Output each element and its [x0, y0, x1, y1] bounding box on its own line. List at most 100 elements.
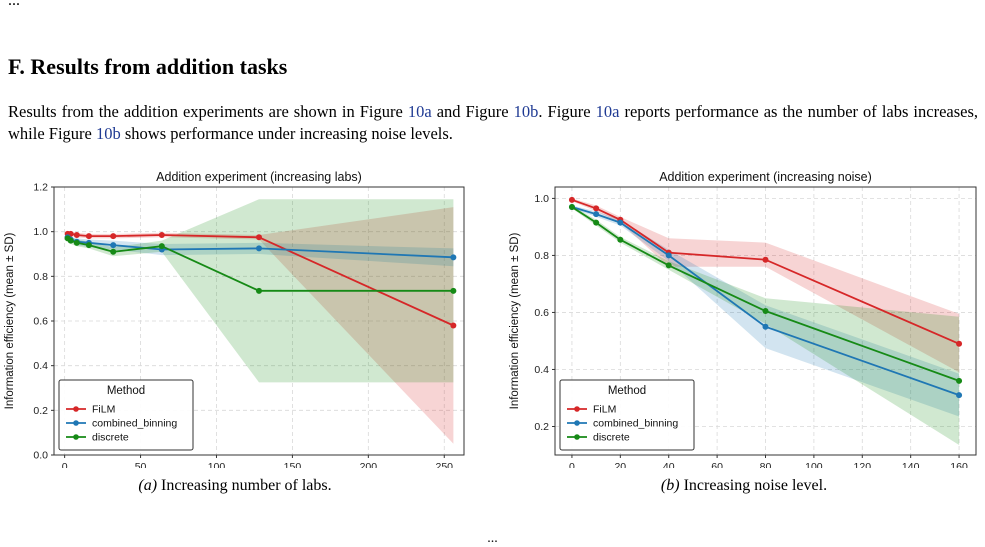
data-point-film — [450, 322, 457, 329]
data-point-film — [956, 340, 963, 347]
figure-ref-10b[interactable]: 10b — [513, 102, 539, 121]
x-tick-label: 50 — [135, 461, 147, 468]
legend-title: Method — [608, 385, 646, 397]
intro-text-4: reports performance as the number of lab… — [8, 102, 979, 143]
section-title: F. Results from addition tasks — [8, 54, 288, 79]
y-axis-label: Information efficiency (mean ± SD) — [509, 232, 521, 409]
x-tick-label: 160 — [950, 461, 968, 468]
figure-ref-10a[interactable]: 10a — [407, 102, 432, 121]
x-tick-label: 40 — [663, 461, 675, 468]
y-tick-label: 1.0 — [33, 226, 48, 238]
x-tick-label: 250 — [435, 461, 453, 468]
legend-box — [559, 379, 695, 451]
legend-label-film: FiLM — [593, 404, 616, 416]
data-point-discrete — [568, 203, 575, 210]
y-axis-label: Information efficiency (mean ± SD) — [4, 232, 16, 409]
sd-band-film — [571, 198, 960, 373]
caption-b-text: Increasing noise level. — [679, 477, 828, 494]
y-tick-label: 0.2 — [33, 405, 48, 417]
series-line-film — [571, 198, 960, 345]
y-tick-label: 0.2 — [534, 421, 549, 433]
legend-box — [58, 379, 194, 451]
y-tick-label: 0.8 — [534, 250, 549, 262]
y-tick-label: 1.0 — [534, 193, 549, 205]
legend-marker-discrete — [73, 434, 79, 440]
data-point-combined-binning — [956, 392, 963, 399]
data-point-combined-binning — [617, 219, 624, 226]
data-point-discrete — [67, 237, 74, 244]
data-point-film — [158, 232, 165, 239]
data-point-film — [762, 256, 769, 263]
data-point-combined-binning — [665, 252, 672, 259]
data-point-discrete — [665, 262, 672, 269]
x-tick-label: 100 — [208, 461, 226, 468]
x-tick-label: 100 — [805, 461, 823, 468]
x-tick-label: 140 — [902, 461, 920, 468]
data-point-discrete — [617, 236, 624, 243]
legend-marker-combined-binning — [574, 420, 580, 426]
data-point-discrete — [956, 377, 963, 384]
y-tick-label: 0.4 — [33, 360, 48, 372]
intro-text-3: . Figure — [538, 102, 596, 121]
x-tick-label: 0 — [569, 461, 575, 468]
intro-text-5: shows performance under increasing noise… — [120, 124, 453, 143]
x-tick-label: 0 — [62, 461, 68, 468]
data-point-film — [73, 232, 80, 239]
data-point-discrete — [158, 243, 165, 250]
data-point-discrete — [450, 287, 457, 294]
data-point-discrete — [593, 219, 600, 226]
data-point-discrete — [73, 239, 80, 246]
data-point-discrete — [762, 308, 769, 315]
legend-title: Method — [107, 385, 145, 397]
y-tick-label: 0.0 — [33, 450, 48, 462]
legend-label-film: FiLM — [92, 404, 115, 416]
data-point-combined-binning — [110, 242, 117, 249]
figure-ref-10b-second[interactable]: 10b — [96, 124, 121, 143]
x-tick-label: 150 — [284, 461, 302, 468]
data-point-film — [85, 233, 92, 240]
data-point-film — [593, 205, 600, 212]
legend-marker-film — [73, 406, 79, 412]
data-point-combined-binning — [256, 245, 262, 252]
caption-a-text: Increasing number of labs. — [157, 477, 332, 494]
legend-label-discrete: discrete — [593, 432, 630, 444]
legend-marker-combined-binning — [73, 420, 79, 426]
legend: Method FiLM combined_binning discrete — [58, 379, 194, 451]
y-tick-label: 0.4 — [534, 364, 549, 376]
series-line-combined-binning — [571, 206, 960, 396]
data-point-film — [568, 196, 575, 203]
chart-title: Addition experiment (increasing labs) — [156, 170, 362, 184]
series-line-discrete — [571, 206, 960, 382]
data-point-film — [110, 233, 117, 240]
legend-marker-discrete — [574, 434, 580, 440]
x-tick-label: 60 — [711, 461, 723, 468]
figure-ref-10a-second[interactable]: 10a — [595, 102, 620, 121]
figure-caption-fragment: ... — [487, 531, 498, 546]
x-tick-label: 20 — [614, 461, 626, 468]
data-point-combined-binning — [762, 323, 769, 330]
chart-labs: 0 50 100 150 200 250 0.0 0.2 0.4 0.6 0.8 1.0 1.2 Addi… — [4, 170, 465, 468]
y-tick-label: 1.2 — [33, 182, 48, 194]
intro-text-1: Results from the addition experiments ar… — [8, 102, 408, 121]
data-point-film — [256, 234, 262, 241]
legend-label-discrete: discrete — [92, 432, 129, 444]
x-tick-label: 200 — [360, 461, 378, 468]
x-tick-label: 120 — [854, 461, 872, 468]
caption-a: (a) Increasing number of labs. — [0, 477, 470, 495]
data-point-discrete — [85, 242, 92, 249]
sd-band-film — [67, 207, 454, 444]
data-point-discrete — [110, 248, 117, 255]
legend-label-combined-binning: combined_binning — [92, 418, 177, 430]
x-tick-label: 80 — [760, 461, 772, 468]
caption-b-tag: (b) — [660, 477, 680, 494]
y-tick-label: 0.8 — [33, 271, 48, 283]
caption-a-tag: (a) — [138, 477, 158, 494]
chart-noise: 0 20 40 60 80 100 120 140 160 0.2 0.4 0.6 0.8 1.0 Addi… — [509, 170, 977, 468]
intro-text-2: and Figure — [431, 102, 514, 121]
legend-label-combined-binning: combined_binning — [593, 418, 678, 430]
intro-paragraph: Results from the addition experiments ar… — [8, 101, 978, 145]
caption-b: (b) Increasing noise level. — [505, 477, 983, 495]
data-point-combined-binning — [593, 211, 600, 218]
previous-page-fragment: ... — [8, 0, 20, 9]
chart-title: Addition experiment (increasing noise) — [659, 170, 872, 184]
